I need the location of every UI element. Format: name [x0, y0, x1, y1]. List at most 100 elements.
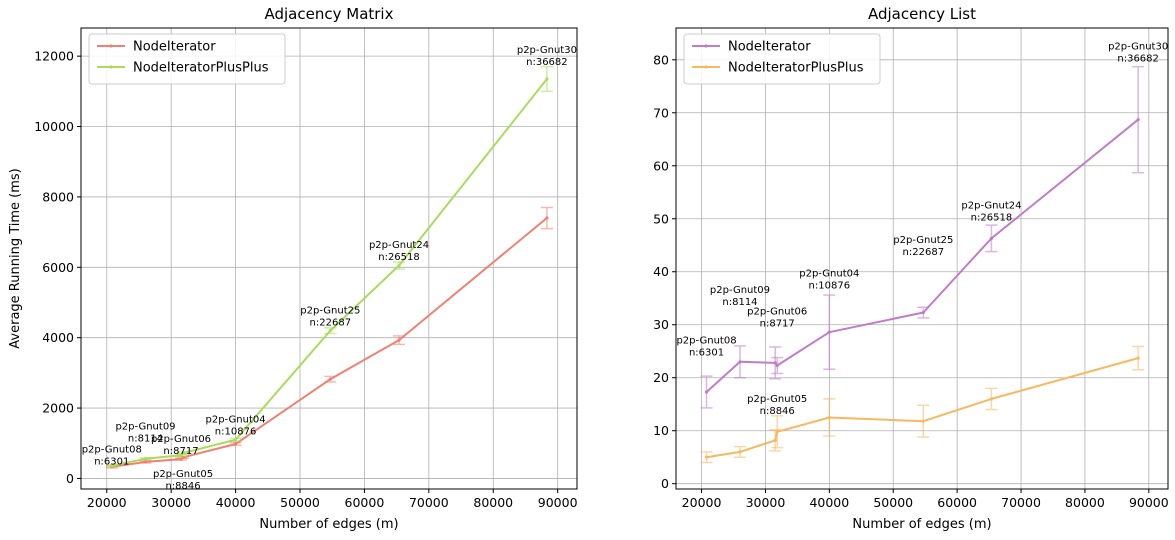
x-axis-label: Number of edges (m) [852, 517, 991, 532]
annotation-label: p2p-Gnut04 [206, 414, 266, 425]
x-tick-label: 60000 [345, 495, 385, 510]
legend-label: NodeIterator [728, 40, 811, 55]
x-tick-label: 50000 [280, 495, 320, 510]
data-point [1136, 356, 1140, 360]
y-axis-ticks: 0 2000 4000 6000 8000 10000 12000 [34, 49, 81, 486]
plot-frame [80, 27, 578, 490]
data-point [545, 216, 549, 220]
annotation-label: p2p-Gnut24 [961, 200, 1021, 211]
y-tick-label: 10 [653, 423, 669, 438]
legend: NodeIterator NodeIteratorPlusPlus [88, 33, 286, 85]
y-tick-label: 8000 [42, 189, 74, 204]
grid-lines [676, 28, 1168, 489]
legend-label: NodeIteratorPlusPlus [133, 61, 269, 76]
legend-box [88, 33, 286, 85]
series-nodeiterator [105, 206, 553, 469]
annotation-n: n:6301 [94, 456, 129, 467]
data-point [328, 377, 332, 381]
data-point [827, 330, 831, 334]
x-tick-label: 40000 [809, 495, 849, 510]
chart-title: Adjacency List [868, 5, 976, 23]
annotation-n: n:6301 [689, 348, 724, 359]
point-annotations: p2p-Gnut08n:6301p2p-Gnut09n:8114p2p-Gnut… [82, 45, 577, 492]
annotation-label: p2p-Gnut04 [799, 268, 859, 279]
data-point [704, 455, 709, 459]
x-tick-label: 20000 [682, 495, 722, 510]
data-point [773, 438, 777, 442]
plot-frame [675, 27, 1169, 490]
y-tick-label: 40 [653, 264, 669, 279]
data-point [397, 263, 401, 268]
x-tick-label: 20000 [87, 495, 127, 510]
data-point [773, 361, 777, 365]
series-nodeiteratorplusplus [700, 345, 1145, 464]
data-point [827, 415, 831, 420]
adjacency-list-panel: 20000 30000 40000 50000 60000 70000 80000 90000… [653, 5, 1169, 532]
x-tick-label: 60000 [937, 495, 977, 510]
annotation-n: n:8114 [128, 433, 163, 444]
series-nodeiterator [700, 65, 1145, 409]
annotation-label: p2p-Gnut06 [747, 306, 807, 317]
y-tick-label: 10000 [34, 119, 74, 134]
y-tick-label: 20 [653, 370, 669, 385]
annotation-n: n:8846 [165, 481, 200, 492]
y-tick-label: 80 [653, 52, 669, 67]
series-marks [700, 65, 1145, 464]
y-axis-ticks: 0 10 20 30 40 50 60 70 80 [653, 52, 676, 491]
annotation-n: n:26518 [971, 212, 1013, 223]
annotation-n: n:8717 [163, 446, 198, 457]
annotation-label: p2p-Gnut08 [676, 336, 736, 347]
annotation-label: p2p-Gnut09 [115, 421, 175, 432]
x-tick-label: 80000 [473, 495, 513, 510]
series-line [706, 357, 1139, 459]
y-tick-label: 4000 [42, 330, 74, 345]
legend-item: NodeIteratorPlusPlus [692, 61, 864, 76]
annotation-n: n:22687 [310, 317, 352, 328]
data-point [738, 360, 742, 364]
adjacency-matrix-panel: 20000 30000 40000 50000 60000 70000 80000 90000… [8, 5, 578, 532]
data-point [989, 397, 994, 401]
data-point [179, 453, 183, 457]
annotation-label: p2p-Gnut08 [82, 444, 142, 455]
data-point [110, 464, 114, 468]
data-point [143, 457, 148, 461]
data-point [921, 310, 925, 315]
series-line [705, 118, 1139, 393]
annotation-label: p2p-Gnut30 [1108, 41, 1168, 52]
data-point [397, 338, 401, 342]
chart-title: Adjacency Matrix [265, 5, 394, 23]
y-tick-label: 12000 [34, 49, 74, 64]
annotation-n: n:8846 [760, 406, 795, 417]
annotation-label: p2p-Gnut24 [369, 240, 429, 251]
y-tick-label: 0 [661, 476, 669, 491]
y-axis-label: Average Running Time (ms) [8, 168, 23, 348]
annotation-n: n:8114 [722, 297, 757, 308]
annotation-n: n:26518 [378, 252, 420, 263]
annotation-label: p2p-Gnut05 [153, 469, 213, 480]
y-tick-label: 6000 [42, 260, 74, 275]
x-axis-ticks: 20000 30000 40000 50000 60000 70000 80000 90000 [87, 489, 578, 510]
legend-item: NodeIteratorPlusPlus [97, 61, 269, 76]
annotation-label: p2p-Gnut30 [517, 45, 577, 56]
data-point [921, 419, 925, 423]
x-tick-label: 90000 [538, 495, 578, 510]
legend-swatch-marker [109, 65, 113, 69]
x-axis-ticks: 20000 30000 40000 50000 60000 70000 80000 90000 [682, 489, 1169, 510]
annotation-label: p2p-Gnut06 [151, 434, 211, 445]
legend-swatch-marker [704, 65, 708, 69]
legend: NodeIterator NodeIteratorPlusPlus [683, 33, 881, 85]
data-point [989, 236, 994, 240]
x-tick-label: 40000 [216, 495, 256, 510]
data-point [704, 390, 709, 394]
data-point [545, 77, 549, 81]
y-tick-label: 70 [653, 105, 669, 120]
series-marks [105, 65, 553, 469]
y-tick-label: 60 [653, 158, 669, 173]
annotation-label: p2p-Gnut25 [893, 235, 953, 246]
legend-box [683, 33, 881, 85]
annotation-n: n:8717 [760, 318, 795, 329]
legend-item: NodeIterator [97, 40, 216, 55]
data-point [1136, 118, 1140, 122]
legend-label: NodeIteratorPlusPlus [728, 61, 864, 76]
legend-item: NodeIterator [692, 40, 811, 55]
